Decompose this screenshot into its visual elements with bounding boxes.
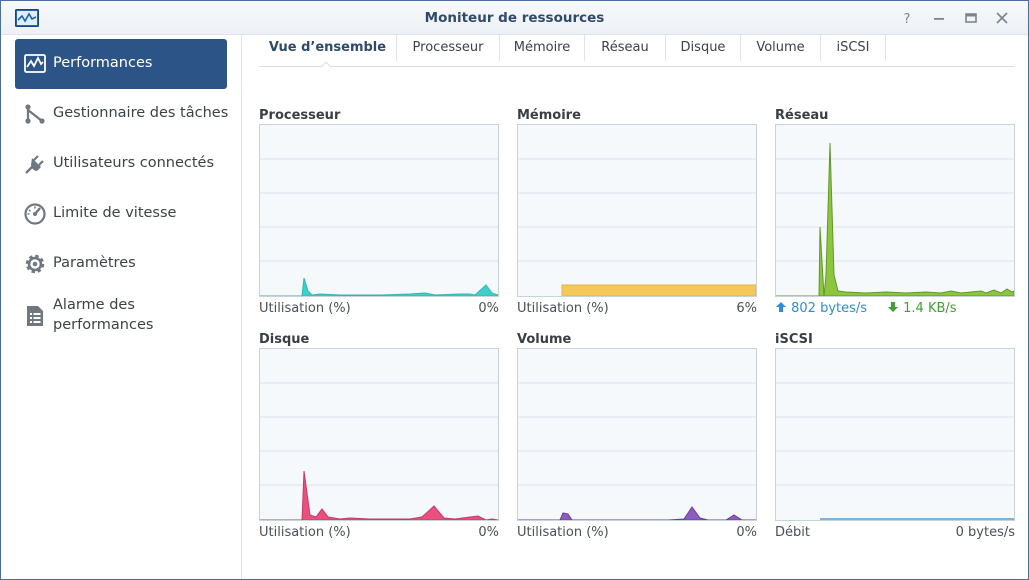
window-title: Moniteur de ressources xyxy=(424,10,605,26)
maximize-icon[interactable] xyxy=(962,9,980,27)
volume-value: 0% xyxy=(736,525,757,540)
network-download: 1.4 KB/s xyxy=(887,301,957,316)
sidebar-item-task-manager[interactable]: Gestionnaire des tâches xyxy=(15,89,229,139)
iscsi-chart-svg xyxy=(776,382,1014,520)
iscsi-value: 0 bytes/s xyxy=(955,525,1015,540)
sidebar-item-label: Limite de vitesse xyxy=(53,205,177,221)
tab-memory[interactable]: Mémoire xyxy=(513,40,571,55)
tab-processor[interactable]: Processeur xyxy=(412,40,484,55)
memory-series xyxy=(561,284,756,296)
iscsi-chart xyxy=(775,348,1015,521)
volume-panel[interactable]: Volume Utilisation (%) 0% xyxy=(517,332,757,547)
tab-divider xyxy=(499,35,500,61)
memory-value: 6% xyxy=(736,301,757,316)
sidebar-item-label: Utilisateurs connectés xyxy=(53,155,215,171)
sidebar: Performances Gestionnaire des tâches Uti… xyxy=(1,35,242,579)
disk-panel[interactable]: Disque Utilisation (%) 0% xyxy=(259,332,499,547)
memory-chart-svg xyxy=(518,158,756,296)
sidebar-item-label: Paramètres xyxy=(53,255,136,271)
cpu-panel[interactable]: Processeur Utilisation (%) 0% xyxy=(259,108,499,323)
cpu-chart-svg xyxy=(260,158,498,296)
close-icon[interactable] xyxy=(993,9,1011,27)
sidebar-item-label: Performances xyxy=(53,55,153,71)
tab-divider xyxy=(740,35,741,61)
sidebar-item-settings[interactable]: Paramètres xyxy=(15,239,227,289)
panel-title: Réseau xyxy=(775,108,829,123)
download-arrow-icon xyxy=(888,302,898,312)
tab-divider xyxy=(665,35,666,61)
tab-network[interactable]: Réseau xyxy=(601,40,649,55)
speedometer-icon xyxy=(24,203,46,225)
panel-title: Mémoire xyxy=(517,108,581,123)
upload-arrow-icon xyxy=(776,302,786,312)
iscsi-panel[interactable]: iSCSI Débit 0 bytes/s xyxy=(775,332,1015,547)
volume-series xyxy=(518,506,756,520)
network-series xyxy=(776,142,1014,296)
tab-iscsi[interactable]: iSCSI xyxy=(836,40,870,55)
tab-bar: Vue d’ensemble Processeur Mémoire Réseau… xyxy=(259,35,1015,73)
network-upload: 802 bytes/s xyxy=(775,301,867,316)
panel-title: Disque xyxy=(259,332,310,347)
tab-disk[interactable]: Disque xyxy=(680,40,726,55)
tab-divider xyxy=(820,35,821,61)
active-tab-indicator xyxy=(320,61,332,73)
iscsi-label: Débit xyxy=(775,525,810,540)
memory-label: Utilisation (%) xyxy=(517,301,609,316)
disk-chart-svg xyxy=(260,382,498,520)
gear-icon xyxy=(25,254,45,274)
network-chart-svg xyxy=(776,142,1014,296)
performance-icon xyxy=(24,54,46,73)
panel-title: Volume xyxy=(517,332,572,347)
volume-label: Utilisation (%) xyxy=(517,525,609,540)
disk-series xyxy=(260,470,498,520)
network-panel[interactable]: Réseau 802 bytes/s 1.4 KB/s xyxy=(775,108,1015,323)
cpu-series xyxy=(260,277,498,296)
cpu-chart xyxy=(259,124,499,297)
plug-icon xyxy=(25,155,44,174)
title-bar: Moniteur de ressources ? xyxy=(1,1,1028,35)
cpu-value: 0% xyxy=(478,301,499,316)
tab-volume[interactable]: Volume xyxy=(756,40,805,55)
sidebar-item-performances[interactable]: Performances xyxy=(15,39,227,89)
tab-overview[interactable]: Vue d’ensemble xyxy=(259,35,396,73)
disk-chart xyxy=(259,348,499,521)
help-icon[interactable]: ? xyxy=(898,9,916,27)
volume-chart-svg xyxy=(518,382,756,520)
tab-divider xyxy=(885,35,886,61)
tab-divider xyxy=(584,35,585,61)
app-monitor-icon xyxy=(15,9,39,27)
cpu-label: Utilisation (%) xyxy=(259,301,351,316)
disk-value: 0% xyxy=(478,525,499,540)
volume-chart xyxy=(517,348,757,521)
panel-title: iSCSI xyxy=(775,332,813,347)
task-manager-icon xyxy=(25,104,45,124)
memory-chart xyxy=(517,124,757,297)
minimize-icon[interactable] xyxy=(930,9,948,27)
sidebar-item-label: Gestionnaire des tâches xyxy=(53,105,229,121)
panel-title: Processeur xyxy=(259,108,341,123)
memory-panel[interactable]: Mémoire Utilisation (%) 6% xyxy=(517,108,757,323)
sidebar-item-performance-alarm[interactable]: Alarme des performances xyxy=(15,291,227,341)
tab-divider xyxy=(396,35,397,61)
sidebar-item-speed-limit[interactable]: Limite de vitesse xyxy=(15,189,227,239)
disk-label: Utilisation (%) xyxy=(259,525,351,540)
network-chart xyxy=(775,124,1015,297)
document-list-icon xyxy=(27,306,43,326)
svg-text:?: ? xyxy=(904,12,911,27)
sidebar-item-label: Alarme des performances xyxy=(53,297,154,333)
sidebar-item-connected-users[interactable]: Utilisateurs connectés xyxy=(15,139,227,189)
